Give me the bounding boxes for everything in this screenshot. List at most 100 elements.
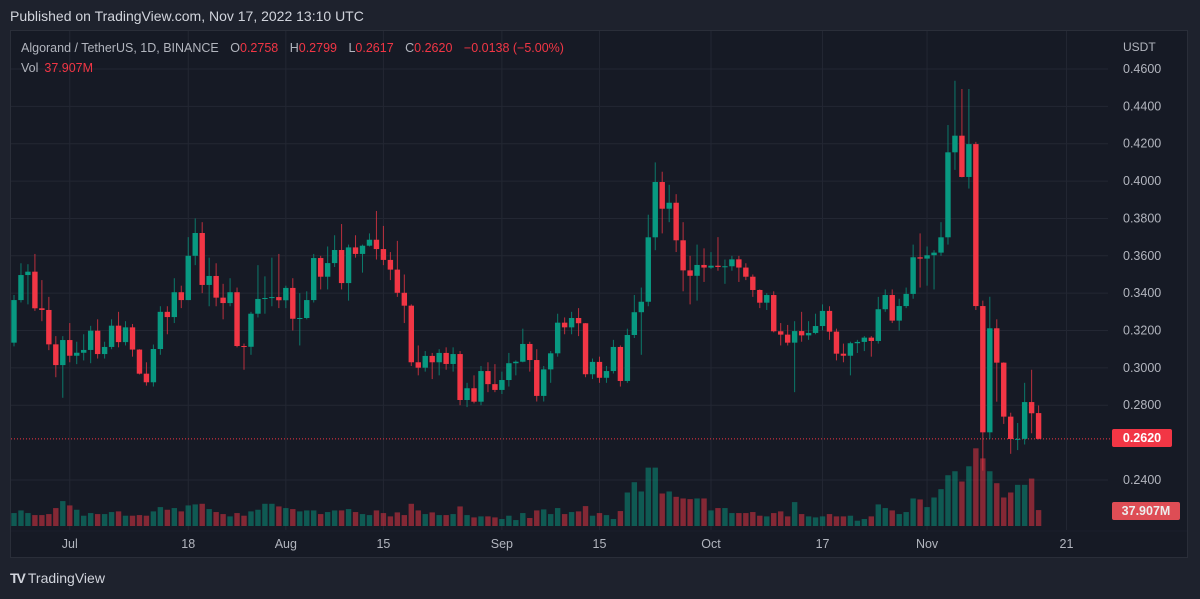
open-value: 0.2758 xyxy=(240,41,279,55)
candle-down xyxy=(178,292,184,301)
volume-bar xyxy=(53,508,59,526)
volume-legend: Vol 37.907M xyxy=(21,61,93,75)
volume-bar xyxy=(471,517,477,526)
candle-down xyxy=(973,144,979,307)
volume-bar xyxy=(931,497,937,526)
volume-bar xyxy=(157,507,164,526)
candle-down xyxy=(701,264,707,268)
candle-up xyxy=(652,182,658,238)
volume-bar xyxy=(743,513,749,526)
candle-up xyxy=(81,349,87,353)
candle-down xyxy=(457,354,463,401)
candle-down xyxy=(1008,416,1014,440)
candle-up xyxy=(304,300,310,319)
candle-down xyxy=(492,384,498,390)
candle-up xyxy=(185,255,191,301)
candle-up xyxy=(262,298,268,300)
candle-down xyxy=(889,295,895,321)
candle-up xyxy=(666,202,672,209)
candle-down xyxy=(394,269,401,293)
volume-bar xyxy=(575,511,582,526)
volume-bar xyxy=(408,503,414,526)
volume-bar xyxy=(617,511,624,526)
close-label: C xyxy=(405,41,415,55)
price-tick-label: 0.4400 xyxy=(1123,99,1161,113)
candle-up xyxy=(359,245,366,254)
volume-bar xyxy=(798,514,805,526)
volume-bar xyxy=(108,512,115,526)
ohlc-legend: Algorand / TetherUS, 1D, BINANCE O0.2758… xyxy=(21,41,564,55)
volume-bar xyxy=(812,517,819,526)
volume-bar xyxy=(290,509,296,526)
candle-up xyxy=(60,340,66,366)
volume-label[interactable]: Vol xyxy=(21,61,39,75)
volume-bar xyxy=(861,519,868,526)
volume-bar xyxy=(652,467,658,526)
volume-bar xyxy=(1014,484,1021,526)
candle-down xyxy=(1028,402,1035,414)
volume-bar xyxy=(973,448,979,526)
candle-up xyxy=(87,330,94,350)
candle-down xyxy=(1001,362,1007,417)
tradingview-logo-icon: TV xyxy=(10,570,26,586)
high-label: H xyxy=(289,41,299,55)
volume-bar xyxy=(32,515,38,526)
candle-up xyxy=(478,371,484,402)
candle-up xyxy=(708,265,714,268)
symbol-title[interactable]: Algorand / TetherUS, 1D, BINANCE xyxy=(21,41,219,55)
price-tick-label: 0.2400 xyxy=(1123,473,1161,487)
price-tick-label: 0.3200 xyxy=(1123,324,1161,338)
volume-bar xyxy=(213,512,219,526)
low-label: L xyxy=(348,41,356,55)
candle-up xyxy=(603,371,610,378)
candle-down xyxy=(582,323,589,375)
price-tick-label: 0.3000 xyxy=(1123,361,1161,375)
volume-bar xyxy=(987,471,993,526)
volume-bar xyxy=(373,510,380,526)
volume-bar xyxy=(227,516,233,526)
candle-up xyxy=(882,295,888,310)
volume-bar xyxy=(74,509,80,526)
volume-bar xyxy=(506,515,512,526)
volume-bar xyxy=(136,515,143,526)
volume-bar xyxy=(380,513,387,526)
volume-bar xyxy=(722,508,728,526)
candle-down xyxy=(917,257,923,259)
volume-bar xyxy=(457,506,463,526)
volume-bar xyxy=(1008,492,1014,526)
time-tick-label: Jul xyxy=(62,537,78,551)
volume-bar xyxy=(582,506,589,526)
volume-bar xyxy=(18,510,24,526)
volume-bar xyxy=(826,514,833,526)
candle-down xyxy=(338,250,345,284)
volume-bar xyxy=(401,515,408,526)
candle-up xyxy=(1021,402,1028,439)
volume-bar xyxy=(359,514,366,526)
candle-up xyxy=(506,363,512,381)
volume-bar xyxy=(304,510,310,526)
tradingview-logo[interactable]: TV TradingView xyxy=(10,570,105,586)
candle-down xyxy=(680,240,686,271)
volume-bar xyxy=(164,509,171,526)
candle-up xyxy=(875,309,881,341)
candle-up xyxy=(645,237,651,302)
volume-bar xyxy=(708,510,714,526)
volume-bar xyxy=(60,501,66,526)
candle-down xyxy=(868,337,875,341)
volume-bar xyxy=(875,504,881,526)
volume-bar xyxy=(687,499,693,526)
volume-bar xyxy=(959,481,965,526)
candle-up xyxy=(366,239,373,246)
candle-up xyxy=(541,369,547,396)
candle-up xyxy=(805,332,812,336)
volume-bar xyxy=(701,498,707,526)
volume-bar xyxy=(673,496,679,526)
volume-bar xyxy=(387,516,394,526)
candle-up xyxy=(952,135,958,153)
candle-down xyxy=(1035,413,1042,439)
volume-bar xyxy=(924,507,930,526)
volume-bar xyxy=(297,511,303,526)
candle-up xyxy=(819,310,826,327)
candle-down xyxy=(687,270,693,276)
